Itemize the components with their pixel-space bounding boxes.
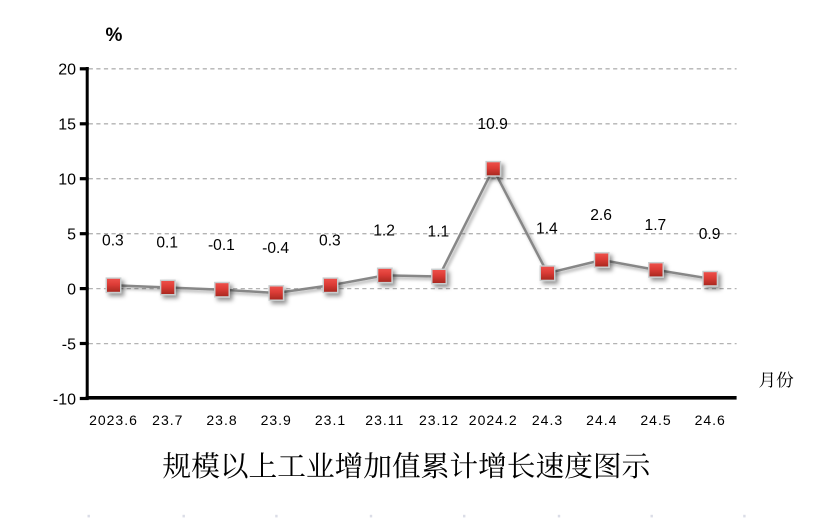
svg-text:%: % [106,25,123,46]
svg-text:1.4: 1.4 [536,220,558,237]
svg-text:1.7: 1.7 [645,217,667,234]
svg-text:2024.2: 2024.2 [469,412,518,428]
svg-text:24.6: 24.6 [695,412,726,428]
svg-text:0.9: 0.9 [699,226,721,243]
svg-text:1.1: 1.1 [428,224,450,241]
svg-text:20: 20 [58,62,76,79]
svg-text:24.4: 24.4 [586,412,617,428]
svg-text:10: 10 [58,172,76,189]
svg-text:23.12: 23.12 [419,412,459,428]
svg-text:-0.4: -0.4 [262,240,289,257]
svg-text:1.2: 1.2 [373,223,395,240]
svg-text:15: 15 [58,117,76,134]
svg-text:23.7: 23.7 [152,412,183,428]
svg-text:0.1: 0.1 [156,235,178,252]
svg-text:23.8: 23.8 [206,412,237,428]
svg-text:-0.1: -0.1 [208,237,235,254]
svg-text:5: 5 [67,227,76,244]
svg-text:-10: -10 [53,391,76,408]
svg-text:0.3: 0.3 [102,232,124,249]
svg-text:2023.6: 2023.6 [89,412,138,428]
svg-text:24.5: 24.5 [640,412,671,428]
svg-text:2.6: 2.6 [590,207,612,224]
svg-text:-5: -5 [62,336,76,353]
svg-text:10.9: 10.9 [477,116,507,133]
svg-text:24.3: 24.3 [532,412,563,428]
svg-text:23.1: 23.1 [315,412,346,428]
svg-text:0: 0 [67,282,76,299]
svg-text:23.9: 23.9 [261,412,292,428]
svg-text:23.11: 23.11 [365,412,404,428]
svg-text:0.3: 0.3 [319,232,341,249]
